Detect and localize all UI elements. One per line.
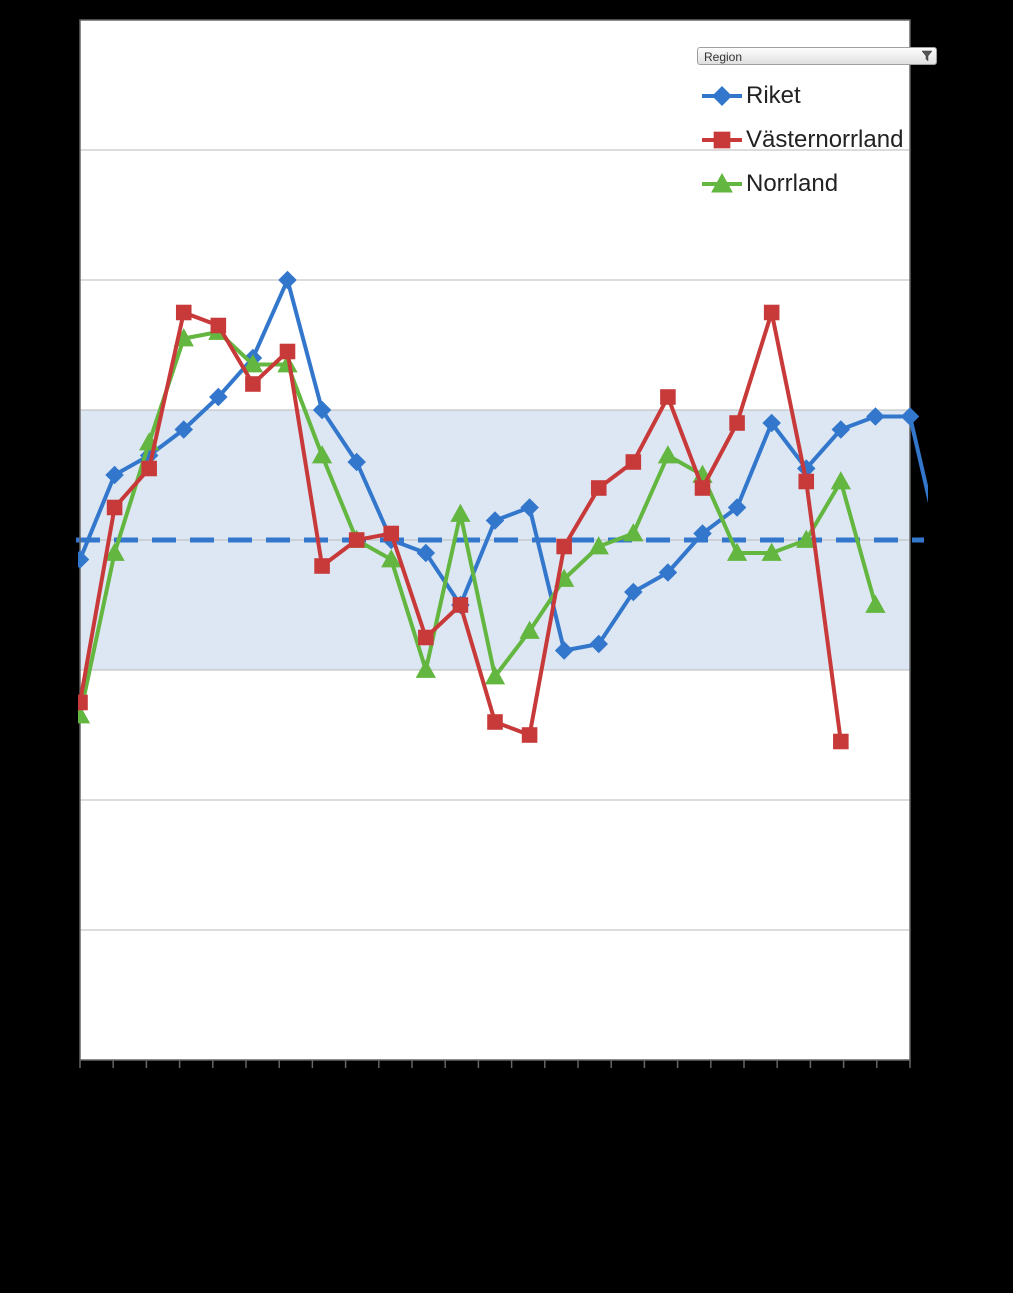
chart-legend: Riket Västernorrland Norrland — [700, 74, 930, 206]
legend-label: Norrland — [746, 170, 838, 198]
legend-entry-vaster: Västernorrland — [700, 118, 930, 162]
legend-entry-norrland: Norrland — [700, 162, 930, 206]
legend-label: Västernorrland — [746, 126, 903, 154]
region-filter-dropdown[interactable]: Region — [697, 47, 937, 65]
region-filter-label: Region — [704, 50, 742, 64]
legend-entry-riket: Riket — [700, 74, 930, 118]
legend-label: Riket — [746, 82, 801, 110]
legend-swatch-norrland — [700, 169, 744, 199]
legend-swatch-riket — [700, 81, 744, 111]
filter-funnel-icon — [921, 50, 933, 62]
legend-swatch-vaster — [700, 125, 744, 155]
